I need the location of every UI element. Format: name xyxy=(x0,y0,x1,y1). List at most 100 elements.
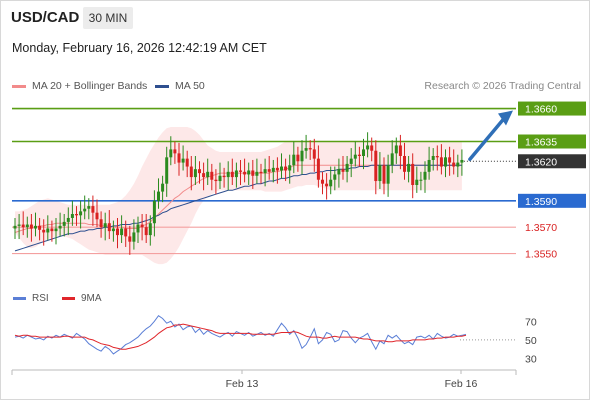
candle-99 xyxy=(419,179,423,181)
candle-0 xyxy=(13,225,17,229)
level-label-4: 1.3570 xyxy=(525,222,557,234)
candle-107 xyxy=(452,162,456,167)
rsi-line xyxy=(14,315,467,355)
candle-95 xyxy=(403,156,406,172)
candle-84 xyxy=(357,154,361,156)
candle-47 xyxy=(206,171,210,178)
candle-90 xyxy=(382,165,386,184)
candle-42 xyxy=(185,158,189,167)
candle-65 xyxy=(280,166,283,171)
candle-27 xyxy=(124,228,128,237)
candle-32 xyxy=(144,227,148,236)
candle-20 xyxy=(95,212,99,220)
candle-22 xyxy=(103,223,107,228)
candle-9 xyxy=(50,228,54,232)
candle-98 xyxy=(415,179,419,185)
candle-8 xyxy=(46,228,50,233)
candle-78 xyxy=(333,174,337,180)
candle-108 xyxy=(456,162,460,167)
candle-28 xyxy=(128,236,132,242)
candle-41 xyxy=(181,158,185,163)
timestamp: Monday, February 16, 2026 12:42:19 AM CE… xyxy=(12,41,267,55)
forecast-arrow-shaft xyxy=(468,116,506,162)
x-tick-label-0: Feb 13 xyxy=(226,378,259,390)
candle-24 xyxy=(111,228,115,232)
candle-59 xyxy=(255,171,259,176)
candle-97 xyxy=(411,163,415,185)
candle-72 xyxy=(308,148,312,150)
level-label-2: 1.3620 xyxy=(525,156,557,168)
candle-89 xyxy=(378,165,382,182)
ma50-legend-label: MA 50 xyxy=(175,80,205,92)
candle-10 xyxy=(54,228,58,232)
candle-94 xyxy=(398,145,402,156)
level-label-box-0 xyxy=(518,101,586,116)
candle-92 xyxy=(390,153,394,166)
candle-39 xyxy=(173,149,177,154)
level-label-box-1 xyxy=(518,134,586,149)
candle-104 xyxy=(439,157,443,167)
level-label-box-2 xyxy=(518,154,586,169)
forecast-arrow-head xyxy=(498,110,513,126)
candle-62 xyxy=(267,169,271,172)
candle-23 xyxy=(107,223,111,232)
candle-68 xyxy=(292,154,296,166)
rsi-legend-swatch xyxy=(13,297,26,300)
candle-79 xyxy=(337,169,341,175)
candle-4 xyxy=(29,224,33,229)
rsi-tick-30: 30 xyxy=(525,354,537,366)
candle-60 xyxy=(259,171,263,174)
candle-102 xyxy=(431,156,435,160)
candle-1 xyxy=(17,224,21,226)
candle-71 xyxy=(304,148,308,151)
candle-73 xyxy=(312,149,316,159)
candle-36 xyxy=(161,183,165,192)
candle-63 xyxy=(271,167,275,172)
candle-93 xyxy=(394,145,398,154)
candle-82 xyxy=(349,158,353,164)
candle-105 xyxy=(444,157,447,167)
ma50-legend-swatch xyxy=(155,85,169,88)
candle-52 xyxy=(226,171,230,178)
candle-54 xyxy=(234,170,238,178)
candle-53 xyxy=(230,171,234,178)
candle-17 xyxy=(83,208,87,212)
candle-14 xyxy=(70,214,74,218)
candle-30 xyxy=(136,224,140,233)
rsi-ma-legend-label: 9MA xyxy=(81,293,102,304)
candle-67 xyxy=(288,165,292,171)
chart-header: USD/CAD 30 MIN xyxy=(0,0,590,36)
candle-74 xyxy=(316,158,320,180)
candle-106 xyxy=(448,157,452,163)
timeframe-badge[interactable]: 30 MIN xyxy=(83,7,133,29)
candle-61 xyxy=(263,169,267,174)
ma20-legend-swatch xyxy=(12,85,26,88)
candle-31 xyxy=(140,224,144,228)
candle-19 xyxy=(91,206,95,213)
candle-48 xyxy=(210,171,214,180)
candle-57 xyxy=(247,170,251,175)
symbol-title: USD/CAD xyxy=(11,9,80,26)
x-tick-label-1: Feb 16 xyxy=(445,378,478,390)
candle-88 xyxy=(374,150,378,182)
candle-46 xyxy=(202,173,206,178)
candle-55 xyxy=(239,170,242,172)
candle-83 xyxy=(353,154,357,159)
candle-11 xyxy=(58,225,62,229)
candle-69 xyxy=(296,154,300,162)
candle-51 xyxy=(222,175,226,178)
candle-5 xyxy=(34,225,37,229)
candle-70 xyxy=(300,150,304,162)
candle-18 xyxy=(87,206,91,209)
candle-96 xyxy=(407,163,411,172)
candle-2 xyxy=(21,224,25,228)
candle-85 xyxy=(362,149,365,156)
candle-49 xyxy=(214,179,218,182)
candle-13 xyxy=(66,217,70,222)
candle-16 xyxy=(79,211,83,216)
level-label-5: 1.3550 xyxy=(525,249,557,261)
candle-21 xyxy=(99,219,103,228)
candle-58 xyxy=(251,170,255,176)
candle-75 xyxy=(321,179,324,184)
